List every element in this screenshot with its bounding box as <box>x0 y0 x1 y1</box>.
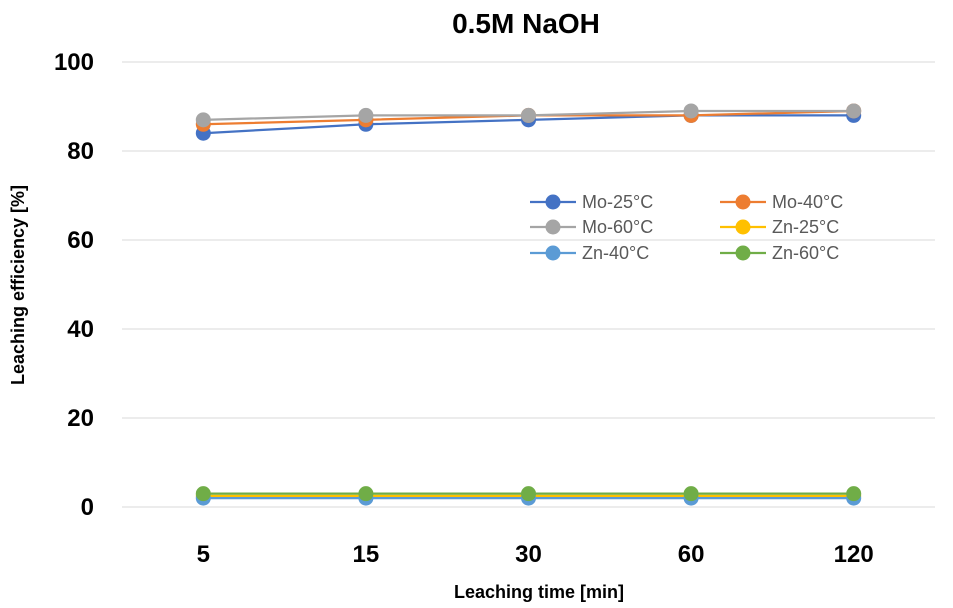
y-tick-label: 100 <box>54 49 94 76</box>
x-tick-label: 120 <box>834 541 874 568</box>
legend-label: Zn-25°C <box>772 217 839 237</box>
data-point <box>358 486 374 502</box>
legend-label: Mo-60°C <box>582 217 653 237</box>
series-Zn-60°C <box>195 486 862 502</box>
data-point <box>195 486 211 502</box>
x-axis-title: Leaching time [min] <box>454 582 624 602</box>
x-tick-label: 30 <box>515 541 542 568</box>
legend-label: Mo-40°C <box>772 192 843 212</box>
y-tick-label: 40 <box>67 316 94 343</box>
x-tick-label: 60 <box>678 541 705 568</box>
legend-item: Zn-40°C <box>530 243 649 263</box>
legend-marker <box>545 245 561 261</box>
legend-item: Mo-25°C <box>530 192 653 212</box>
legend-marker <box>735 194 751 210</box>
data-point <box>195 112 211 128</box>
legend-marker <box>545 194 561 210</box>
grid-layer <box>122 61 935 508</box>
data-point <box>521 486 536 502</box>
legend: Mo-25°C Mo-40°C Mo-60°C Zn-25°C Zn-40°C Zn-60… <box>530 192 843 263</box>
data-point <box>683 486 699 502</box>
y-tick-label: 60 <box>67 227 94 254</box>
data-point <box>846 486 862 502</box>
chart-title: 0.5M NaOH <box>452 8 600 39</box>
legend-label: Zn-60°C <box>772 243 839 263</box>
data-point <box>846 103 862 119</box>
legend-label: Zn-40°C <box>582 243 649 263</box>
legend-marker <box>545 219 561 235</box>
legend-label: Mo-25°C <box>582 192 653 212</box>
x-axis-ticks: 5 15 30 60 120 <box>197 541 874 568</box>
data-point <box>521 107 536 123</box>
x-tick-label: 15 <box>353 541 380 568</box>
series-Mo-60°C <box>195 103 862 128</box>
y-tick-label: 0 <box>81 494 94 521</box>
data-point <box>683 103 699 119</box>
y-tick-label: 20 <box>67 405 94 432</box>
y-axis-title: Leaching efficiency [%] <box>8 185 28 385</box>
legend-marker <box>735 219 751 235</box>
series-layer <box>195 103 862 506</box>
x-tick-label: 5 <box>197 541 210 568</box>
legend-marker <box>735 245 751 261</box>
y-tick-label: 80 <box>67 138 94 165</box>
legend-item: Zn-25°C <box>720 217 839 237</box>
legend-item: Mo-40°C <box>720 192 843 212</box>
data-point <box>358 107 374 123</box>
y-axis-ticks: 0 20 40 60 80 100 <box>54 49 94 521</box>
legend-item: Mo-60°C <box>530 217 653 237</box>
legend-item: Zn-60°C <box>720 243 839 263</box>
